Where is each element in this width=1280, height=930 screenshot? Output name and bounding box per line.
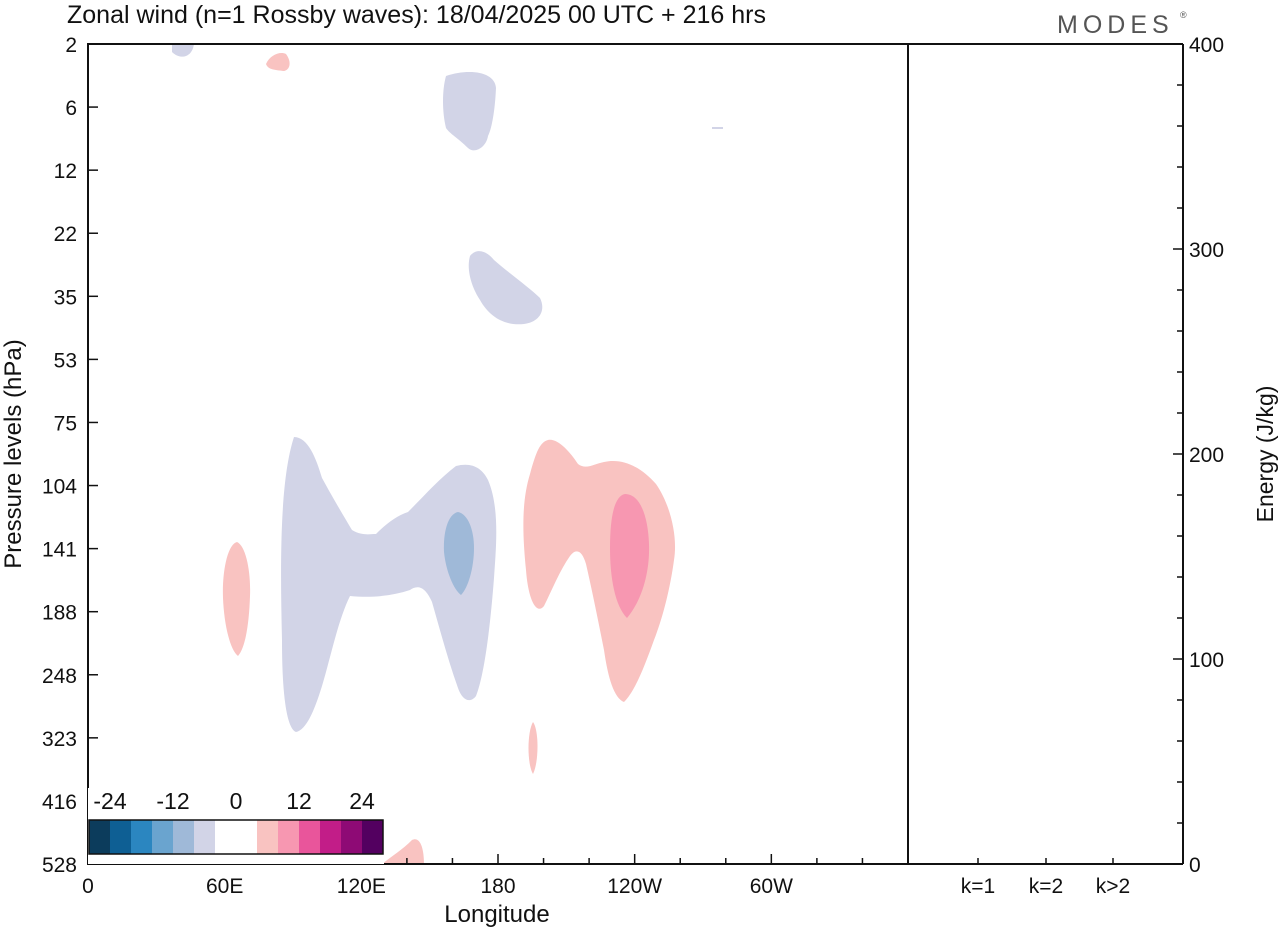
energy-tick-label: 100	[1189, 649, 1224, 672]
x-tick-label: 120E	[337, 875, 386, 898]
energy-tick-label: 400	[1189, 34, 1224, 57]
energy-tick-label: 0	[1189, 854, 1201, 877]
colorbar-swatch	[194, 820, 215, 854]
contour-positive-top	[266, 53, 290, 71]
brand-logo: MODES	[1057, 11, 1174, 39]
contour-positive-bottom	[382, 839, 424, 864]
y-tick-label: 22	[54, 223, 77, 246]
energy-panel: Energy (J/kg) 0 100 200 300 400 k=1 k=2 k>2	[907, 34, 1278, 898]
y-tick-label: 188	[42, 602, 77, 625]
colorbar-legend: -24 -12 0 12 24	[88, 788, 384, 864]
energy-bars: k=1 k=2 k>2	[948, 858, 1143, 898]
y-tick-label: 12	[54, 160, 77, 183]
contour-negative-top-left	[172, 44, 194, 57]
y-axis-label: Pressure levels (hPa)	[0, 339, 27, 568]
colorbar-swatch	[341, 820, 362, 854]
x-tick-label: 60W	[750, 875, 793, 898]
colorbar-swatch	[173, 820, 194, 854]
y-tick-label: 104	[42, 476, 77, 499]
contour-negative-upper-stratosphere	[443, 72, 496, 151]
colorbar-swatch	[257, 820, 278, 854]
colorbar-swatch	[362, 820, 383, 854]
energy-axis-label: Energy (J/kg)	[1252, 386, 1278, 523]
colorbar-frame	[88, 819, 384, 855]
y-tick-label: 75	[54, 412, 77, 435]
y-tick-label: 416	[42, 791, 77, 814]
energy-axis-ticks: 0 100 200 300 400	[1173, 34, 1224, 877]
x-tick-label: 60E	[206, 875, 243, 898]
x-axis-label: Longitude	[444, 901, 549, 928]
y-tick-label: 248	[42, 665, 77, 688]
contour-positive-core	[610, 494, 650, 618]
y-tick-label: 528	[42, 854, 77, 877]
chart-title: Zonal wind (n=1 Rossby waves): 18/04/202…	[67, 1, 766, 29]
x-tick-label: 180	[480, 875, 515, 898]
colorbar-swatch	[152, 820, 173, 854]
colorbar-swatch	[89, 820, 110, 854]
colorbar-swatch	[131, 820, 152, 854]
y-axis-ticks: 2 6 12 22 35 53 75 104 141 188 248 323 416 528	[42, 34, 98, 877]
y-tick-label: 141	[42, 539, 77, 562]
contour-panel-frame	[87, 43, 909, 865]
colorbar-swatch	[215, 820, 236, 854]
energy-tick-label: 200	[1189, 444, 1224, 467]
y-tick-label: 2	[65, 34, 77, 57]
y-tick-label: 6	[65, 97, 77, 120]
x-axis-ticks: 0 60E 120E 180 120W 60W	[82, 854, 909, 898]
colorbar-label: 12	[286, 788, 312, 814]
contour-panel: Longitude Pressure levels (hPa) 0 60E 120E…	[0, 34, 909, 928]
contour-negative-mid-stratosphere	[468, 251, 543, 325]
energy-category-label: k=1	[961, 875, 995, 898]
y-tick-label: 35	[54, 286, 77, 309]
contour-positive-main	[523, 439, 676, 702]
colorbar-swatch	[299, 820, 320, 854]
colorbar-label: -12	[156, 788, 189, 814]
colorbar-swatch	[236, 820, 257, 854]
colorbar-label: 24	[349, 788, 375, 814]
contour-positive-small	[528, 722, 538, 774]
colorbar-label: 0	[230, 788, 243, 814]
contour-speck	[712, 127, 723, 129]
energy-category-label: k>2	[1096, 875, 1130, 898]
colorbar-swatch	[278, 820, 299, 854]
colorbar-swatch	[110, 820, 131, 854]
y-tick-label: 323	[42, 728, 77, 751]
energy-category-label: k=2	[1029, 875, 1063, 898]
x-tick-label: 120W	[607, 875, 662, 898]
contour-fills	[172, 44, 723, 864]
contour-positive-left	[222, 542, 251, 656]
colorbar-swatch	[320, 820, 341, 854]
x-tick-label: 0	[82, 875, 94, 898]
contour-negative-core	[443, 512, 474, 595]
brand-registered-mark: ®	[1180, 10, 1192, 20]
contour-negative-main-lobe	[281, 437, 497, 732]
energy-tick-label: 300	[1189, 239, 1224, 262]
colorbar-label: -24	[93, 788, 126, 814]
y-tick-label: 53	[54, 349, 77, 372]
